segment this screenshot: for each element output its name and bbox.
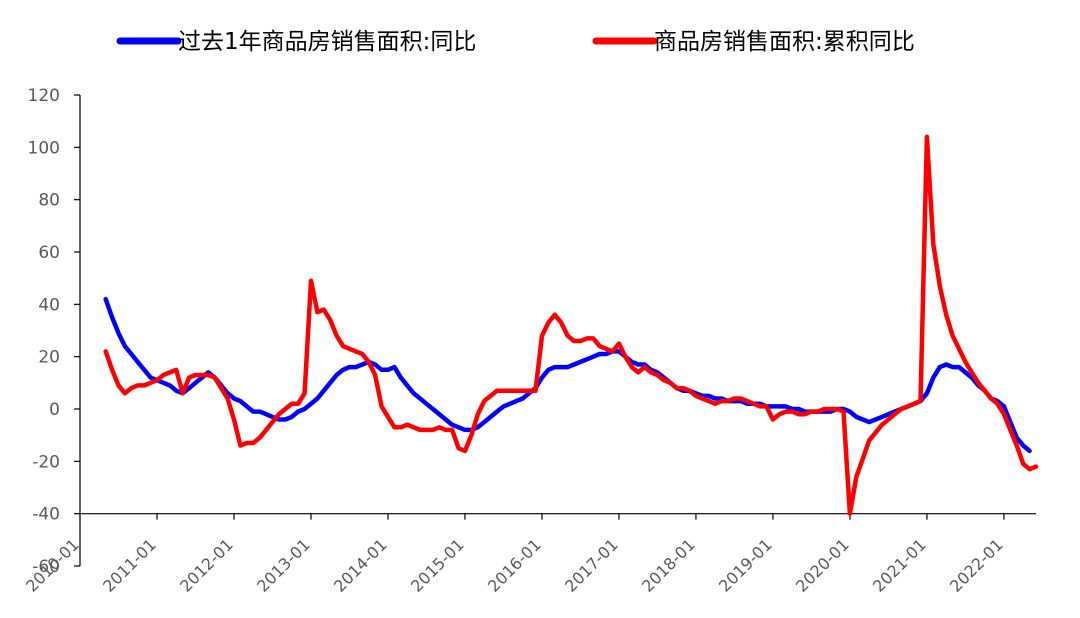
y-tick-label: 40 bbox=[38, 295, 60, 315]
x-axis-ticks: 2010-01 2011-01 2012-01 2013-01 2014-01 2015-… bbox=[22, 513, 1007, 596]
x-tick-label: 2011-01 bbox=[99, 535, 160, 596]
x-tick-label: 2016-01 bbox=[484, 535, 545, 596]
y-tick-label: 120 bbox=[28, 86, 60, 106]
y-tick-label: -20 bbox=[32, 452, 60, 472]
y-tick-label: 0 bbox=[49, 400, 60, 420]
y-tick-label: 100 bbox=[28, 138, 60, 158]
x-tick-label: 2018-01 bbox=[638, 535, 699, 596]
x-tick-label: 2021-01 bbox=[869, 535, 930, 596]
x-tick-label: 2010-01 bbox=[22, 535, 83, 596]
x-tick-label: 2013-01 bbox=[253, 535, 314, 596]
y-tick-label: -40 bbox=[32, 505, 60, 525]
plot-area bbox=[103, 134, 1039, 516]
series-line-rolling-yoy bbox=[103, 296, 1032, 454]
legend-label-rolling-yoy: 过去1年商品房销售面积:同比 bbox=[178, 29, 476, 55]
x-tick-label: 2017-01 bbox=[561, 535, 622, 596]
x-tick-label: 2022-01 bbox=[946, 535, 1007, 596]
x-tick-label: 2012-01 bbox=[176, 535, 237, 596]
y-axis-ticks: -60 -40 -20 0 20 40 60 80 100 120 bbox=[28, 86, 80, 577]
y-tick-label: 60 bbox=[38, 243, 60, 263]
x-tick-label: 2020-01 bbox=[792, 535, 853, 596]
y-tick-label: 80 bbox=[38, 191, 60, 211]
x-tick-label: 2014-01 bbox=[330, 535, 391, 596]
y-tick-label: -60 bbox=[32, 557, 60, 577]
y-tick-label: 20 bbox=[38, 348, 60, 368]
x-tick-label: 2015-01 bbox=[407, 535, 468, 596]
series-line-cumulative-yoy bbox=[103, 134, 1039, 516]
legend-label-cumulative-yoy: 商品房销售面积:累积同比 bbox=[654, 29, 915, 55]
legend: 过去1年商品房销售面积:同比 商品房销售面积:累积同比 bbox=[116, 29, 915, 55]
axes bbox=[79, 95, 1036, 566]
x-tick-label: 2019-01 bbox=[715, 535, 776, 596]
